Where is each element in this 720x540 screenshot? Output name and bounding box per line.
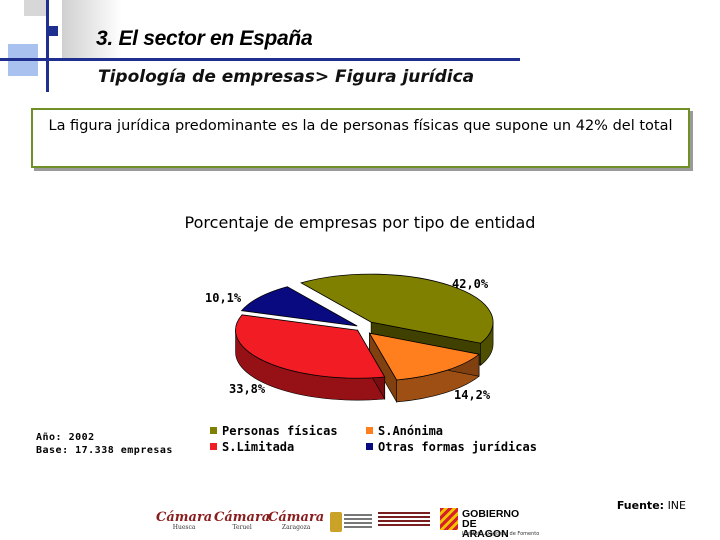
pie-slice-s-limitada <box>235 314 386 379</box>
source-value: INE <box>667 499 686 512</box>
legend-swatch <box>366 427 373 434</box>
legend-swatch <box>210 443 217 450</box>
header-horizontal-rule <box>0 58 520 61</box>
logo-camara-teruel-city: Teruel <box>232 524 252 531</box>
data-label-s-limitada: 33,8% <box>229 382 266 396</box>
legend-label: Personas físicas <box>222 424 338 438</box>
pie-slice-personas-f-sicas <box>300 273 494 344</box>
logo-secretaria-general <box>378 512 430 528</box>
header-vertical-rule <box>46 0 49 92</box>
logo-camara-huesca: Cámara Huesca <box>156 510 213 532</box>
legend-label: Otras formas jurídicas <box>378 440 537 454</box>
legend-item-s-limitada: S.Limitada <box>210 440 294 454</box>
legend-item-s-anonima: S.Anónima <box>366 424 443 438</box>
logo-ministerio <box>330 512 372 532</box>
logo-gobierno-aragon: GOBIERNO DE ARAGON Instituto Aragonés de… <box>440 508 539 540</box>
key-finding-emphasis: personas físicas <box>342 118 459 134</box>
legend-swatch <box>366 443 373 450</box>
legend-item-otras-formas: Otras formas jurídicas <box>366 440 537 454</box>
key-finding-box: La figura jurídica predominante es la de… <box>31 108 690 168</box>
pie-top-faces <box>235 273 494 381</box>
pie-slice-otras-formas-jur-dicas <box>240 286 358 327</box>
slide-title: 3. El sector en España <box>96 27 313 50</box>
logo-camara-teruel: Cámara Teruel <box>214 510 271 532</box>
key-finding-text-after: que supone un 42% del total <box>458 118 673 134</box>
logo-camara-zaragoza-city: Zaragoza <box>281 524 311 531</box>
aragon-flag-icon <box>440 508 458 530</box>
pie-slice-s-an-nima <box>368 332 480 381</box>
header-grey-square <box>24 0 46 16</box>
logo-aragon-dept: Instituto Aragonés de Fomento <box>462 531 540 537</box>
logo-camara-huesca-city: Huesca <box>172 524 196 531</box>
note-year: Año: 2002 <box>36 432 95 443</box>
logo-camara-zaragoza-name: Cámara <box>268 510 325 525</box>
chart-title: Porcentaje de empresas por tipo de entid… <box>184 213 536 232</box>
coat-of-arms-icon <box>330 512 342 532</box>
data-label-otras-formas: 10,1% <box>205 291 242 305</box>
source-label: Fuente: <box>616 499 665 512</box>
header-gradient-decoration <box>62 0 122 58</box>
logo-aragon-name: GOBIERNO DE ARAGON <box>462 508 520 540</box>
logo-camara-zaragoza: Cámara Zaragoza <box>268 510 325 532</box>
legend-label: S.Limitada <box>222 440 295 454</box>
note-base: Base: 17.338 empresas <box>36 445 173 456</box>
logo-camara-teruel-name: Cámara <box>214 510 271 525</box>
legend-swatch <box>210 427 217 434</box>
logo-camara-huesca-name: Cámara <box>156 510 213 525</box>
slide-subtitle: Tipología de empresas> Figura jurídica <box>98 67 475 87</box>
data-label-s-anonima: 14,2% <box>454 388 491 402</box>
data-label-personas-fisicas: 42,0% <box>452 277 489 291</box>
legend-item-personas-fisicas: Personas físicas <box>210 424 338 438</box>
header-navy-square <box>48 26 58 36</box>
source-note: Fuente: INE <box>617 499 686 512</box>
legend-label: S.Anónima <box>378 424 444 438</box>
key-finding-text-before: La figura jurídica predominante es la de <box>48 118 343 134</box>
